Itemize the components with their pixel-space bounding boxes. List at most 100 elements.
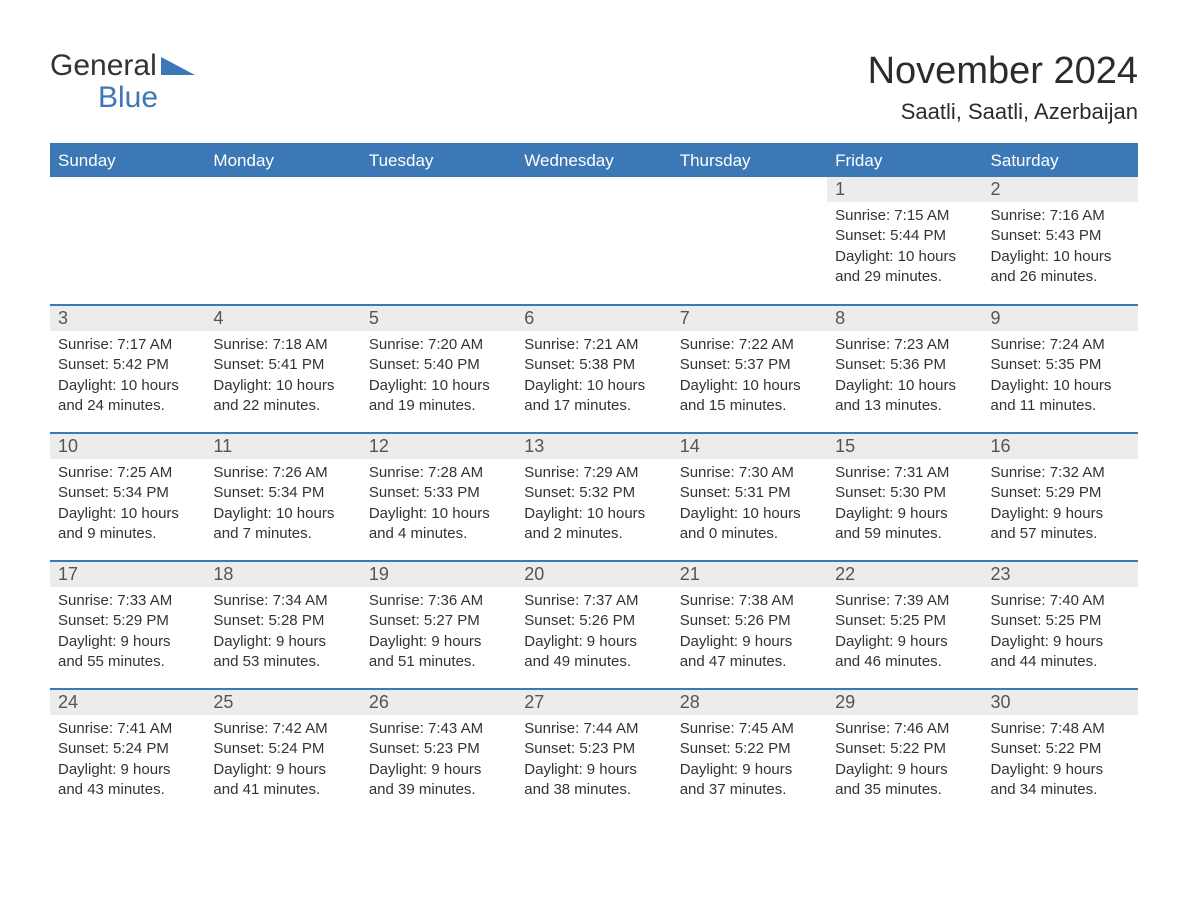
day-sunrise: Sunrise: 7:34 AM bbox=[213, 591, 352, 611]
day-number: 12 bbox=[361, 434, 516, 459]
day-data: Sunrise: 7:37 AMSunset: 5:26 PMDaylight:… bbox=[516, 587, 671, 680]
calendar-day-cell: 6Sunrise: 7:21 AMSunset: 5:38 PMDaylight… bbox=[516, 305, 671, 433]
weekday-header: Friday bbox=[827, 144, 982, 177]
day-sunset: Sunset: 5:22 PM bbox=[835, 739, 974, 759]
calendar-day-cell bbox=[205, 177, 360, 305]
day-daylight: Daylight: 10 hours and 13 minutes. bbox=[835, 376, 974, 417]
day-sunrise: Sunrise: 7:41 AM bbox=[58, 719, 197, 739]
day-number: 5 bbox=[361, 306, 516, 331]
calendar-day-cell: 4Sunrise: 7:18 AMSunset: 5:41 PMDaylight… bbox=[205, 305, 360, 433]
day-sunset: Sunset: 5:32 PM bbox=[524, 483, 663, 503]
location: Saatli, Saatli, Azerbaijan bbox=[868, 99, 1138, 125]
day-data: Sunrise: 7:23 AMSunset: 5:36 PMDaylight:… bbox=[827, 331, 982, 424]
logo-general: General bbox=[50, 49, 157, 82]
day-number: 7 bbox=[672, 306, 827, 331]
calendar-week-row: 1Sunrise: 7:15 AMSunset: 5:44 PMDaylight… bbox=[50, 177, 1138, 305]
calendar-day-cell: 16Sunrise: 7:32 AMSunset: 5:29 PMDayligh… bbox=[983, 433, 1138, 561]
day-sunrise: Sunrise: 7:33 AM bbox=[58, 591, 197, 611]
calendar-day-cell: 27Sunrise: 7:44 AMSunset: 5:23 PMDayligh… bbox=[516, 689, 671, 817]
day-number: 10 bbox=[50, 434, 205, 459]
calendar-day-cell bbox=[516, 177, 671, 305]
day-sunrise: Sunrise: 7:38 AM bbox=[680, 591, 819, 611]
day-data: Sunrise: 7:46 AMSunset: 5:22 PMDaylight:… bbox=[827, 715, 982, 808]
day-sunrise: Sunrise: 7:25 AM bbox=[58, 463, 197, 483]
day-number: 29 bbox=[827, 690, 982, 715]
day-data: Sunrise: 7:45 AMSunset: 5:22 PMDaylight:… bbox=[672, 715, 827, 808]
day-daylight: Daylight: 10 hours and 2 minutes. bbox=[524, 504, 663, 545]
day-data: Sunrise: 7:21 AMSunset: 5:38 PMDaylight:… bbox=[516, 331, 671, 424]
day-sunset: Sunset: 5:24 PM bbox=[213, 739, 352, 759]
day-daylight: Daylight: 9 hours and 44 minutes. bbox=[991, 632, 1130, 673]
day-data: Sunrise: 7:24 AMSunset: 5:35 PMDaylight:… bbox=[983, 331, 1138, 424]
calendar-day-cell: 25Sunrise: 7:42 AMSunset: 5:24 PMDayligh… bbox=[205, 689, 360, 817]
day-sunrise: Sunrise: 7:28 AM bbox=[369, 463, 508, 483]
calendar-day-cell: 11Sunrise: 7:26 AMSunset: 5:34 PMDayligh… bbox=[205, 433, 360, 561]
day-number: 9 bbox=[983, 306, 1138, 331]
day-data: Sunrise: 7:38 AMSunset: 5:26 PMDaylight:… bbox=[672, 587, 827, 680]
day-sunset: Sunset: 5:22 PM bbox=[680, 739, 819, 759]
calendar-day-cell: 24Sunrise: 7:41 AMSunset: 5:24 PMDayligh… bbox=[50, 689, 205, 817]
day-number: 25 bbox=[205, 690, 360, 715]
day-number: 27 bbox=[516, 690, 671, 715]
day-daylight: Daylight: 10 hours and 11 minutes. bbox=[991, 376, 1130, 417]
calendar-day-cell: 20Sunrise: 7:37 AMSunset: 5:26 PMDayligh… bbox=[516, 561, 671, 689]
day-number: 17 bbox=[50, 562, 205, 587]
day-sunrise: Sunrise: 7:18 AM bbox=[213, 335, 352, 355]
calendar-day-cell: 12Sunrise: 7:28 AMSunset: 5:33 PMDayligh… bbox=[361, 433, 516, 561]
day-sunrise: Sunrise: 7:45 AM bbox=[680, 719, 819, 739]
day-sunrise: Sunrise: 7:42 AM bbox=[213, 719, 352, 739]
day-number: 13 bbox=[516, 434, 671, 459]
day-sunset: Sunset: 5:31 PM bbox=[680, 483, 819, 503]
calendar-day-cell: 1Sunrise: 7:15 AMSunset: 5:44 PMDaylight… bbox=[827, 177, 982, 305]
day-sunrise: Sunrise: 7:24 AM bbox=[991, 335, 1130, 355]
weekday-header: Saturday bbox=[983, 144, 1138, 177]
day-sunrise: Sunrise: 7:32 AM bbox=[991, 463, 1130, 483]
day-daylight: Daylight: 9 hours and 51 minutes. bbox=[369, 632, 508, 673]
day-sunset: Sunset: 5:29 PM bbox=[991, 483, 1130, 503]
day-sunset: Sunset: 5:26 PM bbox=[524, 611, 663, 631]
day-sunset: Sunset: 5:35 PM bbox=[991, 355, 1130, 375]
day-sunset: Sunset: 5:34 PM bbox=[58, 483, 197, 503]
day-daylight: Daylight: 10 hours and 7 minutes. bbox=[213, 504, 352, 545]
day-number: 22 bbox=[827, 562, 982, 587]
day-data: Sunrise: 7:41 AMSunset: 5:24 PMDaylight:… bbox=[50, 715, 205, 808]
day-data: Sunrise: 7:16 AMSunset: 5:43 PMDaylight:… bbox=[983, 202, 1138, 295]
calendar-day-cell bbox=[50, 177, 205, 305]
day-daylight: Daylight: 9 hours and 47 minutes. bbox=[680, 632, 819, 673]
day-sunrise: Sunrise: 7:43 AM bbox=[369, 719, 508, 739]
calendar-table: Sunday Monday Tuesday Wednesday Thursday… bbox=[50, 143, 1138, 817]
calendar-day-cell: 7Sunrise: 7:22 AMSunset: 5:37 PMDaylight… bbox=[672, 305, 827, 433]
day-data: Sunrise: 7:42 AMSunset: 5:24 PMDaylight:… bbox=[205, 715, 360, 808]
weekday-header-row: Sunday Monday Tuesday Wednesday Thursday… bbox=[50, 144, 1138, 177]
day-sunset: Sunset: 5:33 PM bbox=[369, 483, 508, 503]
day-sunset: Sunset: 5:29 PM bbox=[58, 611, 197, 631]
day-data: Sunrise: 7:31 AMSunset: 5:30 PMDaylight:… bbox=[827, 459, 982, 552]
calendar-day-cell: 10Sunrise: 7:25 AMSunset: 5:34 PMDayligh… bbox=[50, 433, 205, 561]
day-daylight: Daylight: 9 hours and 39 minutes. bbox=[369, 760, 508, 801]
day-sunrise: Sunrise: 7:17 AM bbox=[58, 335, 197, 355]
day-daylight: Daylight: 9 hours and 41 minutes. bbox=[213, 760, 352, 801]
day-daylight: Daylight: 9 hours and 49 minutes. bbox=[524, 632, 663, 673]
logo-blue: Blue bbox=[50, 82, 199, 114]
calendar-day-cell: 29Sunrise: 7:46 AMSunset: 5:22 PMDayligh… bbox=[827, 689, 982, 817]
calendar-day-cell: 21Sunrise: 7:38 AMSunset: 5:26 PMDayligh… bbox=[672, 561, 827, 689]
day-number: 14 bbox=[672, 434, 827, 459]
day-daylight: Daylight: 9 hours and 34 minutes. bbox=[991, 760, 1130, 801]
day-number: 16 bbox=[983, 434, 1138, 459]
title-block: November 2024 Saatli, Saatli, Azerbaijan bbox=[868, 50, 1138, 125]
day-daylight: Daylight: 10 hours and 22 minutes. bbox=[213, 376, 352, 417]
calendar-day-cell: 14Sunrise: 7:30 AMSunset: 5:31 PMDayligh… bbox=[672, 433, 827, 561]
day-sunset: Sunset: 5:30 PM bbox=[835, 483, 974, 503]
calendar-day-cell bbox=[672, 177, 827, 305]
day-daylight: Daylight: 10 hours and 15 minutes. bbox=[680, 376, 819, 417]
day-number: 1 bbox=[827, 177, 982, 202]
calendar-week-row: 3Sunrise: 7:17 AMSunset: 5:42 PMDaylight… bbox=[50, 305, 1138, 433]
day-data: Sunrise: 7:39 AMSunset: 5:25 PMDaylight:… bbox=[827, 587, 982, 680]
calendar-day-cell: 13Sunrise: 7:29 AMSunset: 5:32 PMDayligh… bbox=[516, 433, 671, 561]
day-data: Sunrise: 7:22 AMSunset: 5:37 PMDaylight:… bbox=[672, 331, 827, 424]
day-data: Sunrise: 7:18 AMSunset: 5:41 PMDaylight:… bbox=[205, 331, 360, 424]
weekday-header: Monday bbox=[205, 144, 360, 177]
day-daylight: Daylight: 10 hours and 0 minutes. bbox=[680, 504, 819, 545]
calendar-day-cell: 9Sunrise: 7:24 AMSunset: 5:35 PMDaylight… bbox=[983, 305, 1138, 433]
day-sunrise: Sunrise: 7:39 AM bbox=[835, 591, 974, 611]
